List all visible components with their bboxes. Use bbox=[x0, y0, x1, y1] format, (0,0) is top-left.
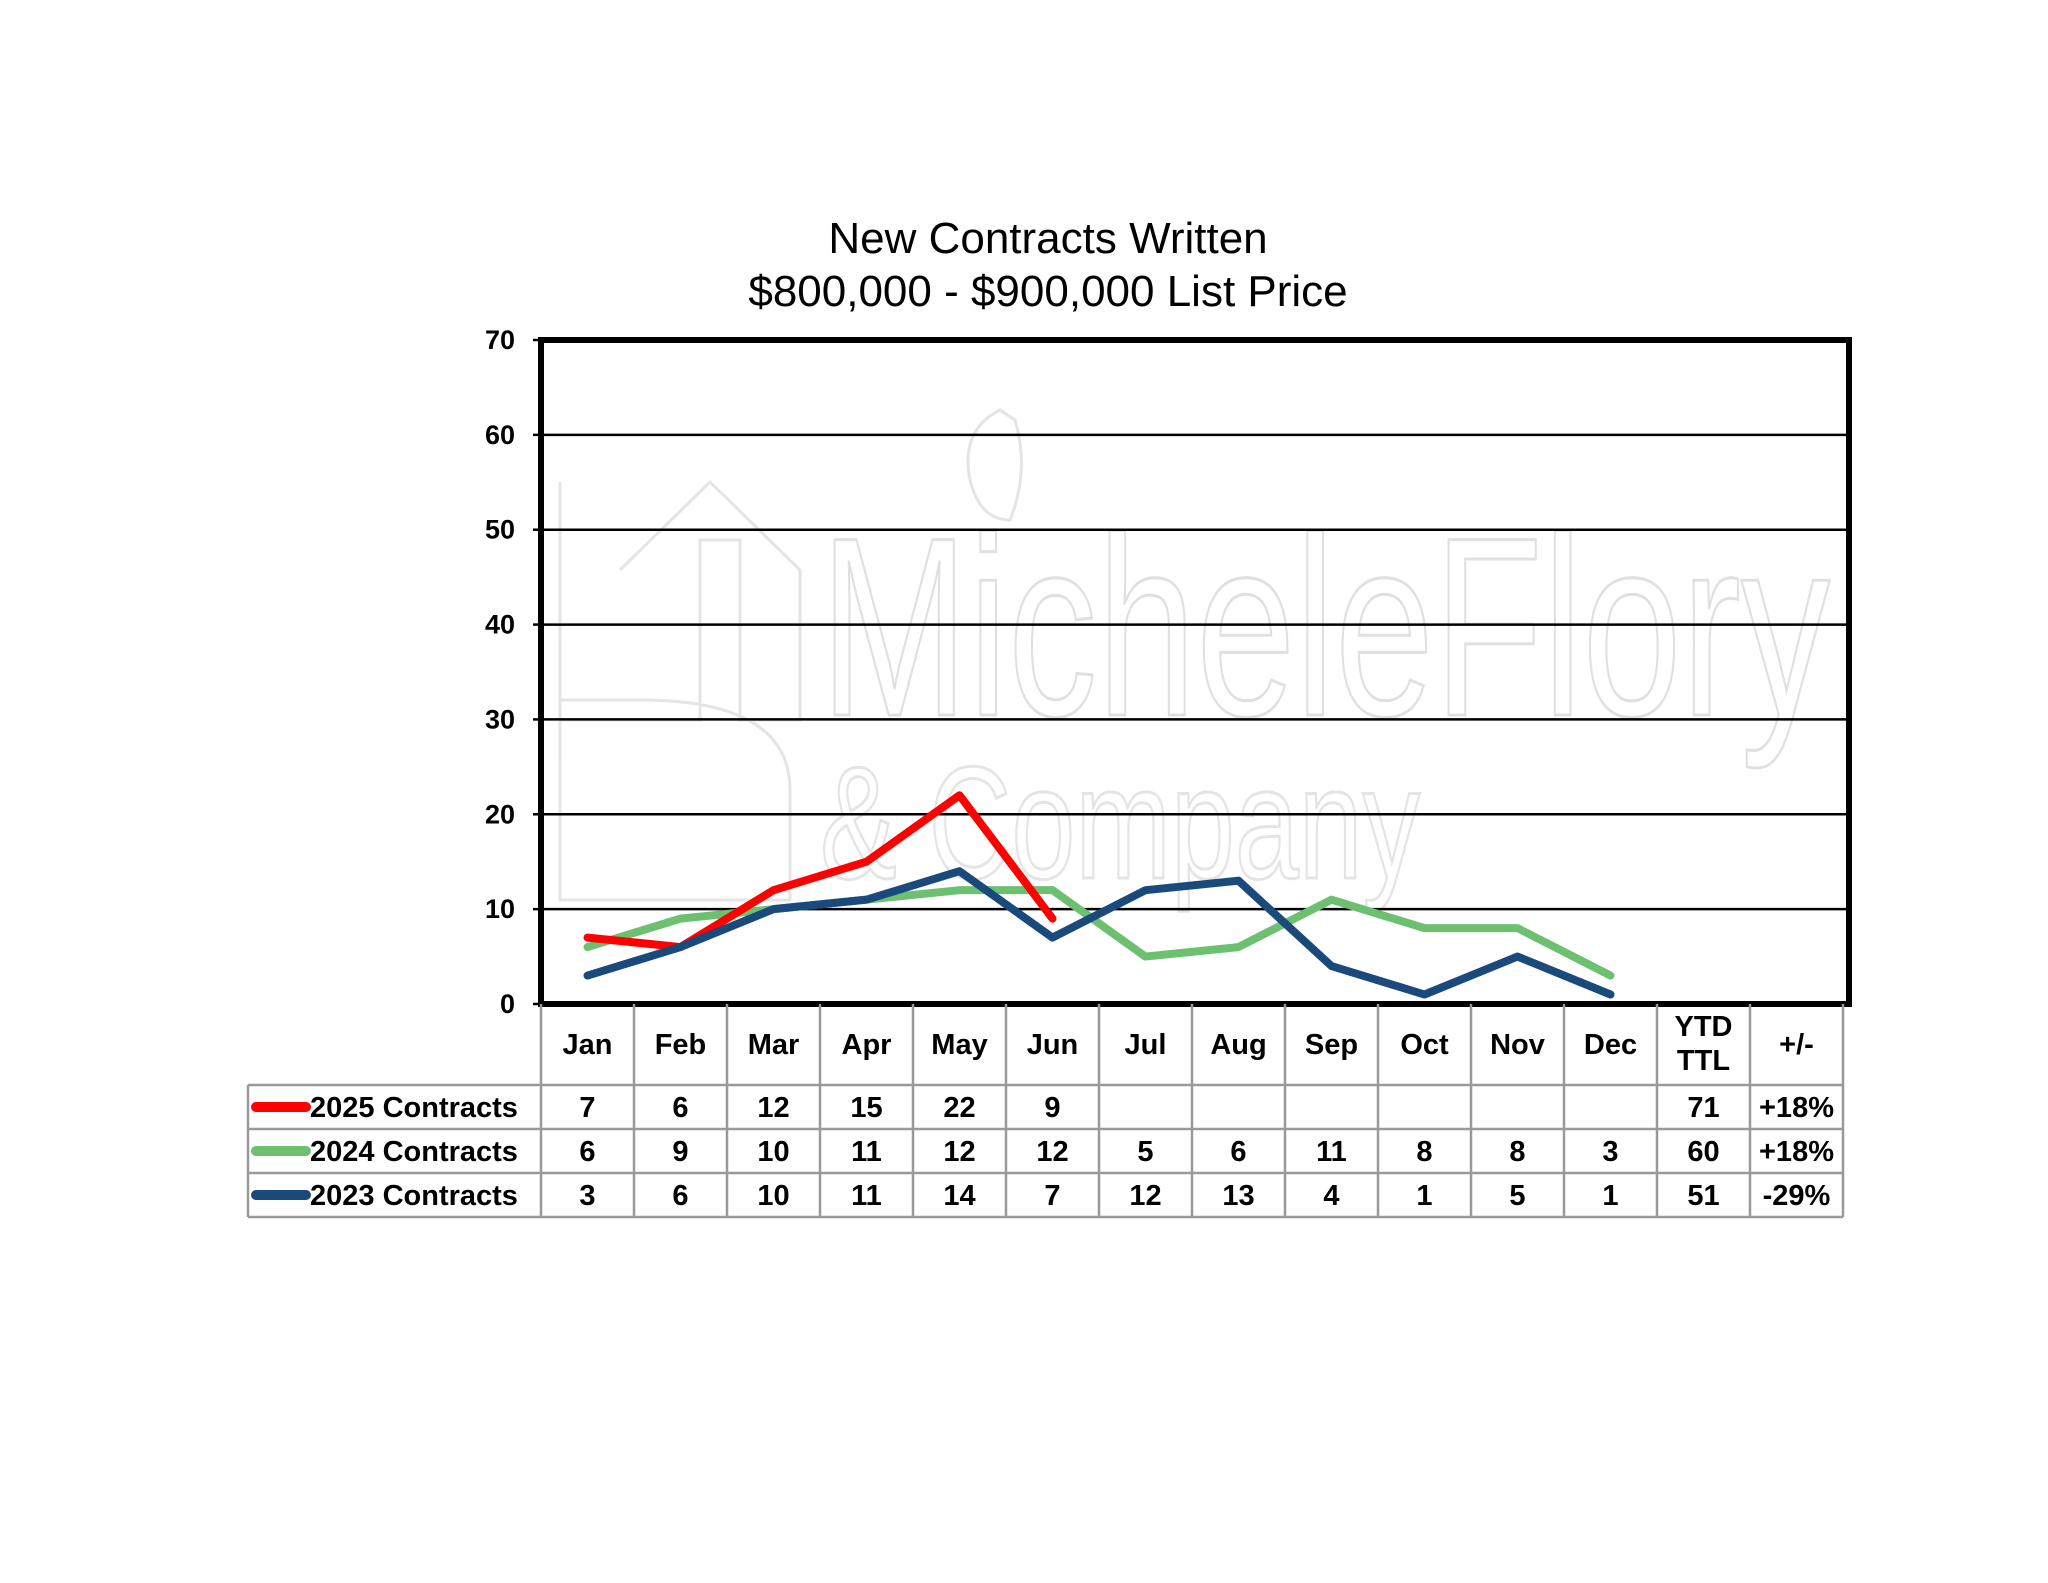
table-cell: 11 bbox=[851, 1136, 882, 1168]
series-line-2 bbox=[583, 867, 1615, 999]
table-cell: 5 bbox=[1509, 1180, 1525, 1212]
series-line-0 bbox=[583, 791, 1057, 952]
table-cell: 9 bbox=[672, 1136, 688, 1168]
y-tick-label: 40 bbox=[485, 610, 515, 640]
legend-label: 2023 Contracts bbox=[310, 1180, 518, 1212]
table-cell: 6 bbox=[579, 1136, 595, 1168]
table-cell: 7 bbox=[1044, 1180, 1060, 1212]
watermark-feather-icon bbox=[966, 408, 1023, 522]
x-tick-label: Feb bbox=[655, 1029, 707, 1061]
ytd-header: YTD bbox=[1675, 1011, 1733, 1043]
table-cell: 7 bbox=[579, 1092, 595, 1124]
series-line-1 bbox=[583, 886, 1615, 980]
x-tick-label: Aug bbox=[1210, 1029, 1266, 1061]
change-cell: +18% bbox=[1759, 1136, 1834, 1168]
table-cell: 8 bbox=[1509, 1136, 1525, 1168]
plot-area-border bbox=[538, 337, 1852, 1007]
y-axis: 0 10 20 30 40 50 60 70 bbox=[485, 325, 541, 1019]
x-tick-label: Sep bbox=[1305, 1029, 1358, 1061]
table-cell: 14 bbox=[943, 1180, 975, 1212]
x-tick-label: Oct bbox=[1400, 1029, 1449, 1061]
change-cell: +18% bbox=[1759, 1092, 1834, 1124]
table-cell: 8 bbox=[1416, 1136, 1432, 1168]
x-tick-label: Jul bbox=[1125, 1029, 1167, 1061]
table-cell: 11 bbox=[1316, 1136, 1347, 1168]
table-cell: 6 bbox=[672, 1092, 688, 1124]
change-cell: -29% bbox=[1763, 1180, 1831, 1212]
table-cell: 3 bbox=[579, 1180, 595, 1212]
watermark-line-1: MicheleFlory bbox=[820, 485, 1830, 770]
table-cell: 1 bbox=[1602, 1180, 1618, 1212]
legend-label: 2025 Contracts bbox=[310, 1092, 518, 1124]
x-tick-label: Dec bbox=[1584, 1029, 1637, 1061]
x-tick-label: May bbox=[931, 1029, 987, 1061]
table-cell: 10 bbox=[757, 1180, 789, 1212]
table-cell: 6 bbox=[1230, 1136, 1246, 1168]
table-cell: 9 bbox=[1044, 1092, 1060, 1124]
legend-label: 2024 Contracts bbox=[310, 1136, 518, 1168]
x-tick-label: Nov bbox=[1490, 1029, 1545, 1061]
table-cell: 10 bbox=[757, 1136, 789, 1168]
table-cell: 4 bbox=[1323, 1180, 1339, 1212]
y-tick-label: 60 bbox=[485, 420, 515, 450]
ytd-cell: 60 bbox=[1687, 1136, 1719, 1168]
watermark-house-icon bbox=[558, 479, 802, 902]
data-table: Jan Feb Mar Apr May Jun Jul Aug Sep Oct Nov Dec YTDT… bbox=[246, 1004, 1845, 1219]
change-header: +/- bbox=[1779, 1029, 1814, 1061]
table-cell: 11 bbox=[851, 1180, 882, 1212]
y-tick-label: 10 bbox=[485, 894, 515, 924]
y-tick-label: 70 bbox=[485, 325, 515, 355]
y-tick-label: 30 bbox=[485, 704, 515, 734]
table-cell: 12 bbox=[757, 1092, 789, 1124]
x-tick-label: Mar bbox=[748, 1029, 800, 1061]
x-tick-label: Apr bbox=[842, 1029, 892, 1061]
table-cell: 5 bbox=[1137, 1136, 1153, 1168]
series-lines bbox=[583, 791, 1615, 999]
table-cell: 3 bbox=[1602, 1136, 1618, 1168]
watermark: MicheleFlory & Company bbox=[558, 408, 1832, 914]
table-cell: 12 bbox=[1036, 1136, 1068, 1168]
table-cell: 15 bbox=[850, 1092, 882, 1124]
y-tick-label: 20 bbox=[485, 799, 515, 829]
ytd-header: TTL bbox=[1677, 1045, 1730, 1077]
x-tick-label: Jun bbox=[1027, 1029, 1079, 1061]
chart-title: New Contracts Written bbox=[828, 214, 1267, 263]
table-cell: 13 bbox=[1222, 1180, 1254, 1212]
y-tick-label: 0 bbox=[500, 989, 515, 1019]
table-cell: 22 bbox=[943, 1092, 975, 1124]
table-cell: 6 bbox=[672, 1180, 688, 1212]
ytd-cell: 51 bbox=[1687, 1180, 1719, 1212]
ytd-cell: 71 bbox=[1687, 1092, 1719, 1124]
x-tick-label: Jan bbox=[563, 1029, 613, 1061]
y-tick-label: 50 bbox=[485, 515, 515, 545]
table-cell: 12 bbox=[1129, 1180, 1161, 1212]
table-cell: 12 bbox=[943, 1136, 975, 1168]
chart-subtitle: $800,000 - $900,000 List Price bbox=[748, 267, 1347, 316]
table-cell: 1 bbox=[1416, 1180, 1432, 1212]
